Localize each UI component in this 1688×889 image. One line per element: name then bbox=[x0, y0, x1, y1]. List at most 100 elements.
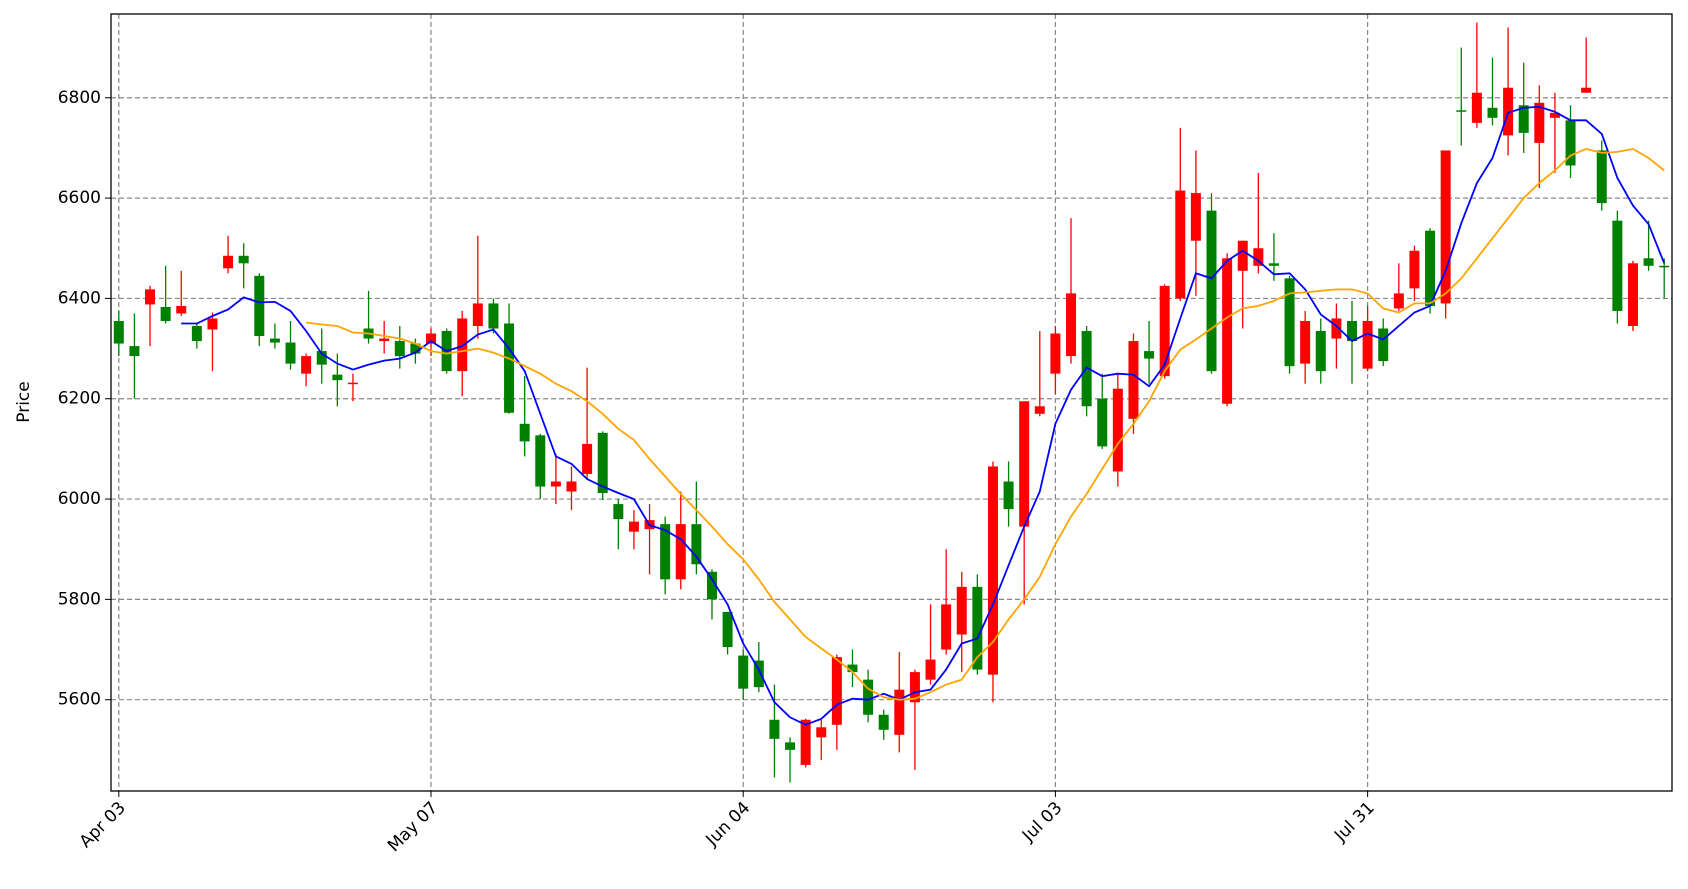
candle-body bbox=[207, 318, 218, 330]
candle-body bbox=[753, 660, 764, 688]
candle-body bbox=[1175, 190, 1186, 299]
candle-body bbox=[113, 320, 124, 344]
candle-body bbox=[738, 655, 749, 689]
candle-body bbox=[1456, 110, 1467, 112]
candle-body bbox=[566, 481, 577, 492]
x-tick-label: Apr 03 bbox=[76, 798, 130, 852]
y-tick-label: 6400 bbox=[58, 288, 101, 308]
candle-body bbox=[831, 657, 842, 725]
candle-body bbox=[660, 524, 671, 580]
candle-body bbox=[1159, 285, 1170, 377]
candle-body bbox=[457, 318, 468, 372]
moving-average-line bbox=[305, 147, 1665, 701]
candle-body bbox=[426, 333, 437, 344]
candle-body bbox=[191, 326, 202, 342]
y-tick-label: 5600 bbox=[58, 690, 101, 710]
candle-body bbox=[582, 443, 593, 474]
y-axis-label: Price bbox=[14, 381, 34, 422]
candle-body bbox=[987, 466, 998, 675]
candle-body bbox=[504, 323, 515, 413]
candle-body bbox=[238, 255, 249, 264]
candle-body bbox=[160, 306, 171, 321]
candle-body bbox=[1050, 333, 1061, 374]
candle-body bbox=[894, 689, 905, 735]
candle-body bbox=[1237, 240, 1248, 271]
candle-body bbox=[269, 338, 280, 343]
candle-body bbox=[1565, 120, 1576, 166]
candle-body bbox=[1034, 406, 1045, 414]
candle-body bbox=[847, 664, 858, 673]
candle-body bbox=[1409, 250, 1420, 289]
candle-body bbox=[1284, 278, 1295, 367]
candle-body bbox=[1362, 320, 1373, 369]
candle-body bbox=[410, 343, 421, 354]
candle-body bbox=[1253, 248, 1264, 266]
candle-body bbox=[1643, 258, 1654, 266]
candle-body bbox=[1190, 193, 1201, 241]
candle-body bbox=[535, 435, 546, 487]
plot-frame bbox=[110, 13, 1673, 792]
candle-body bbox=[394, 341, 405, 357]
x-tick-label: Jul 31 bbox=[1330, 798, 1378, 846]
candle-body bbox=[909, 672, 920, 703]
candle-body bbox=[301, 356, 312, 374]
candle-body bbox=[1659, 265, 1670, 268]
moving-average-line bbox=[181, 105, 1666, 726]
candle-body bbox=[1503, 87, 1514, 136]
candle-body bbox=[769, 719, 780, 739]
candle-body bbox=[1581, 87, 1592, 93]
candle-body bbox=[1378, 328, 1389, 362]
candle-body bbox=[145, 289, 156, 305]
candle-body bbox=[956, 586, 967, 635]
candle-body bbox=[1331, 318, 1342, 339]
candle-body bbox=[1518, 105, 1529, 133]
y-tick-label: 6800 bbox=[58, 88, 101, 108]
candle-body bbox=[1128, 341, 1139, 419]
x-tick-label: May 07 bbox=[384, 798, 442, 856]
candle-body bbox=[1487, 107, 1498, 118]
candle-body bbox=[1097, 398, 1108, 447]
candle-body bbox=[1549, 112, 1560, 118]
candle-body bbox=[1346, 320, 1357, 342]
candle-body bbox=[550, 481, 561, 487]
y-tick-label: 5800 bbox=[58, 589, 101, 609]
candle-body bbox=[332, 374, 343, 381]
candle-body bbox=[1112, 388, 1123, 472]
candle-body bbox=[1471, 92, 1482, 123]
candle-body bbox=[863, 679, 874, 715]
candle-body bbox=[1144, 351, 1155, 359]
candle-body bbox=[785, 742, 796, 750]
candle-body bbox=[1003, 481, 1014, 510]
candle-body bbox=[316, 351, 327, 365]
candle-body bbox=[800, 719, 811, 765]
candle-body bbox=[519, 423, 530, 442]
candle-body bbox=[1315, 331, 1326, 372]
candle-body bbox=[1393, 293, 1404, 309]
candle-body bbox=[1222, 258, 1233, 404]
candle-body bbox=[1300, 320, 1311, 364]
candle-body bbox=[1534, 102, 1545, 143]
candle-body bbox=[1440, 150, 1451, 304]
candle-body bbox=[1425, 230, 1436, 306]
candle-body bbox=[1268, 263, 1279, 266]
candle-body bbox=[285, 342, 296, 364]
candle-body bbox=[722, 611, 733, 648]
candle-body bbox=[816, 727, 827, 738]
candle-body bbox=[1596, 150, 1607, 204]
candle-body bbox=[1019, 401, 1030, 527]
candle-body bbox=[254, 275, 265, 337]
x-tick-label: Jul 03 bbox=[1018, 798, 1066, 846]
candle-body bbox=[1066, 293, 1077, 357]
candle-body bbox=[379, 338, 390, 342]
candle-body bbox=[176, 305, 187, 314]
candle-body bbox=[347, 382, 358, 385]
candle-body bbox=[1206, 210, 1217, 372]
candle-body bbox=[1612, 220, 1623, 311]
candle-body bbox=[675, 524, 686, 580]
candle-body bbox=[941, 604, 952, 650]
candle-body bbox=[691, 524, 702, 565]
candle-body bbox=[129, 346, 140, 357]
candle-body bbox=[472, 303, 483, 327]
